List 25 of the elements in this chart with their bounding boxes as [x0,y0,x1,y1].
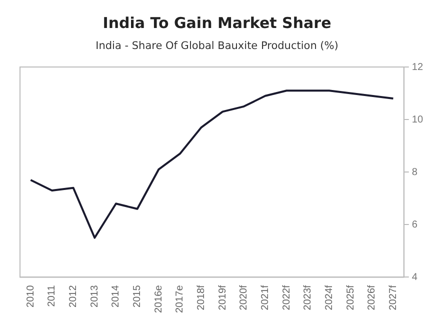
x-tick-label: 2024f [324,284,335,310]
x-tick-label: 2023f [302,284,314,310]
x-tick-label: 2012 [68,284,80,308]
y2-tick-label: 4 [412,272,418,283]
x-tick-label: 2027f [388,284,399,310]
y2-tick-label: 8 [412,166,418,178]
x-tick-label: 2025f [345,284,356,310]
x-tick-label: 2018f [196,284,208,310]
y2-tick-label: 6 [412,219,418,230]
x-tick-label: 2013 [89,284,100,308]
x-tick-label: 2015 [132,284,144,308]
x-tick-label: 2017e [174,284,186,314]
x-tick-label: 2016e [153,284,164,314]
x-tick-label: 2019f [217,284,228,310]
y2-tick-label: 10 [412,114,424,126]
x-tick-label: 2022f [281,284,292,310]
y2-tick-label: 12 [412,62,424,73]
x-tick-label: 2026f [366,284,378,310]
x-tick-label: 2021f [260,284,272,310]
x-tick-label: 2014 [110,284,122,308]
chart-title: India To Gain Market Share [102,14,332,32]
x-tick-label: 2011 [46,284,58,307]
x-tick-label: 2020f [238,284,250,310]
x-tick-label: 2010 [25,284,36,308]
chart-subtitle: India - Share Of Global Bauxite Production (%) [94,40,340,52]
